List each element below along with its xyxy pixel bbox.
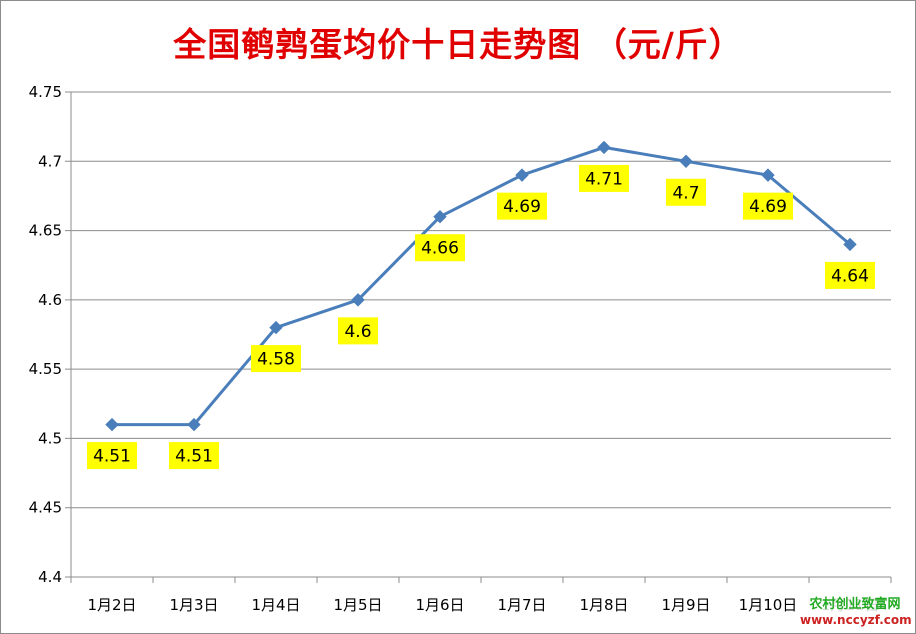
data-point [597,140,611,155]
data-point [515,168,529,182]
data-label: 4.69 [749,197,787,217]
x-tick-label: 1月8日 [579,596,628,614]
x-tick-label: 1月7日 [497,596,546,614]
data-label: 4.51 [175,447,213,467]
watermark-url: www.nccyzf.com [800,613,912,627]
data-label: 4.69 [503,197,541,217]
series-line [112,145,851,427]
data-point [433,210,447,224]
data-label-box [579,164,629,192]
data-label-box [251,345,301,373]
watermark-name: 农村创业致富网 [809,597,901,612]
x-tick-label: 1月2日 [87,596,136,614]
data-label-box [497,192,547,220]
y-tick-label: 4.6 [38,291,62,309]
data-point [351,293,365,307]
data-label: 4.64 [831,266,869,286]
data-point [843,237,857,252]
data-label-box [825,261,875,289]
y-tick-label: 4.65 [29,222,62,240]
y-tick-label: 4.75 [29,83,62,101]
x-tick-label: 1月5日 [333,596,382,614]
data-label: 4.58 [257,350,295,370]
data-label: 4.6 [344,322,371,342]
x-tick-label: 1月3日 [169,596,218,614]
data-label: 4.7 [672,183,699,203]
data-label: 4.71 [585,169,623,189]
watermark: 农村创业致富网 www.nccyzf.com [800,597,912,629]
y-tick-label: 4.55 [29,360,62,378]
data-label-box [415,234,465,262]
chart-title: 全国鹌鹑蛋均价十日走势图 （元/斤） [173,25,743,64]
data-label-box [169,442,219,470]
y-tick-label: 4.5 [38,429,62,447]
data-label: 4.51 [93,447,131,467]
data-point [679,154,693,168]
data-point [105,417,119,432]
x-tick-label: 1月10日 [739,596,798,614]
y-tick-label: 4.4 [38,568,62,586]
x-tick-label: 1月4日 [251,596,300,614]
x-tick-label: 1月9日 [661,596,710,614]
y-tick-label: 4.7 [38,152,62,170]
data-label-box [87,442,137,470]
data-label-box [743,192,793,220]
data-label-box [666,178,706,206]
data-point [269,320,283,335]
x-tick-label: 1月6日 [415,596,464,614]
y-tick-label: 4.45 [29,499,62,517]
data-point [761,168,775,182]
data-point [187,417,201,432]
data-label: 4.66 [421,239,459,259]
data-label-box [338,317,378,345]
